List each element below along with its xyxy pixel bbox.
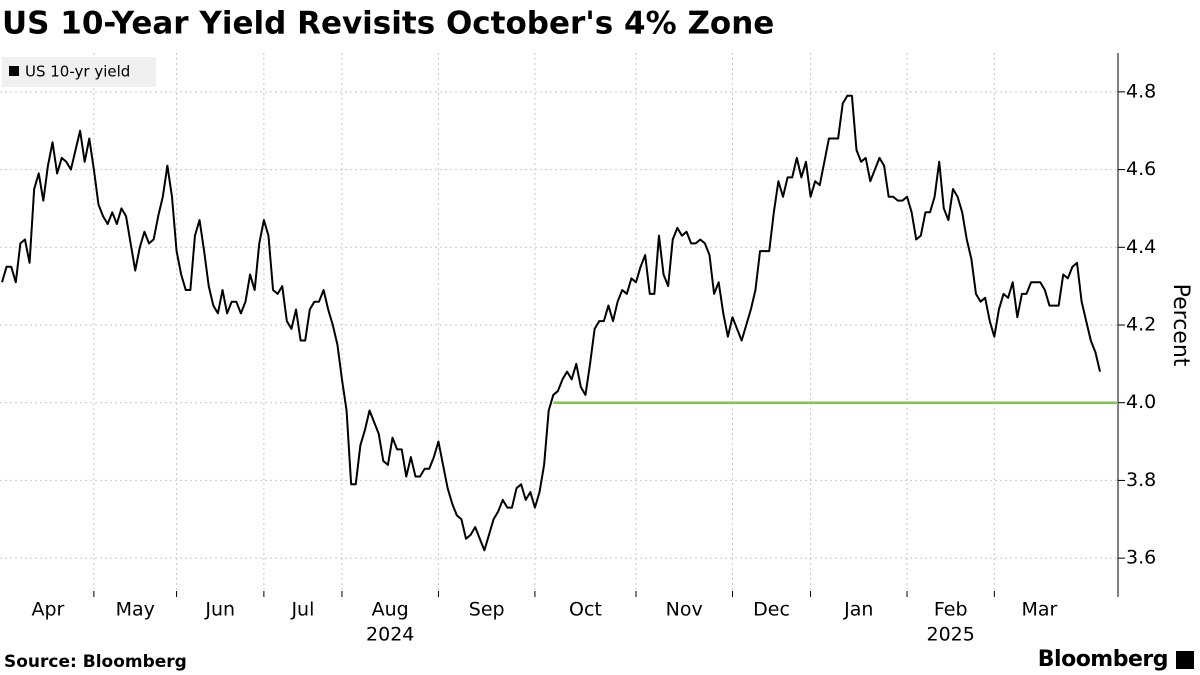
x-tick-label: Oct — [569, 599, 602, 621]
legend-box — [2, 57, 156, 87]
brand-icon — [1176, 651, 1194, 669]
year-label: 2025 — [927, 624, 975, 646]
x-tick-label: Dec — [753, 599, 790, 621]
chart-title: US 10-Year Yield Revisits October's 4% Z… — [2, 6, 774, 42]
x-tick-label: May — [116, 599, 155, 621]
x-tick-label: Nov — [666, 599, 703, 621]
x-tick-label: Aug — [372, 599, 409, 621]
x-tick-label: Jul — [290, 599, 314, 621]
legend-label: US 10-yr yield — [25, 63, 130, 81]
y-tick-label: 4.8 — [1126, 80, 1156, 102]
legend-swatch — [9, 66, 19, 76]
x-tick-label: Apr — [32, 599, 65, 621]
y-tick-label: 4.0 — [1126, 391, 1156, 413]
x-tick-label: Sep — [469, 599, 505, 621]
x-tick-label: Jan — [843, 599, 873, 621]
y-tick-label: 4.4 — [1126, 236, 1156, 258]
y-tick-label: 3.6 — [1126, 547, 1156, 569]
x-tick-label: Jun — [204, 599, 235, 621]
y-tick-label: 4.2 — [1126, 314, 1156, 336]
y-axis-label: Percent — [1168, 284, 1193, 367]
x-tick-label: Feb — [934, 599, 968, 621]
brand: Bloomberg — [1038, 647, 1168, 672]
year-label: 2024 — [366, 624, 414, 646]
x-tick-label: Mar — [1022, 599, 1058, 621]
source: Source: Bloomberg — [4, 652, 187, 672]
y-tick-label: 4.6 — [1126, 158, 1156, 180]
line — [1, 94, 1101, 552]
y-tick-label: 3.8 — [1126, 469, 1156, 491]
